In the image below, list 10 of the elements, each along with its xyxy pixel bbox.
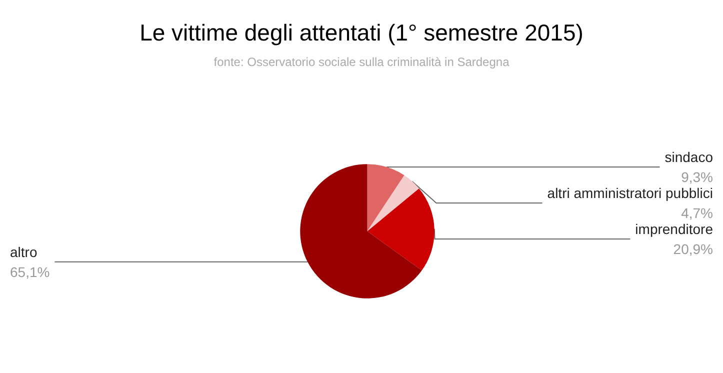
slice-label: altri amministratori pubblici bbox=[547, 184, 713, 201]
chart-subtitle: fonte: Osservatorio sociale sulla criminalità in Sardegna bbox=[214, 55, 510, 69]
slice-label: altro bbox=[10, 244, 38, 260]
data-label: 9,3% bbox=[681, 168, 713, 185]
slice-label: imprenditore bbox=[635, 220, 714, 237]
data-label: 65,1% bbox=[10, 264, 50, 280]
data-label: 20,9% bbox=[673, 240, 713, 257]
data-label: 4,7% bbox=[681, 204, 713, 221]
slice-label: sindaco bbox=[664, 148, 714, 165]
chart-title: Le vittime degli attentati (1° semestre 2015) bbox=[140, 20, 584, 46]
